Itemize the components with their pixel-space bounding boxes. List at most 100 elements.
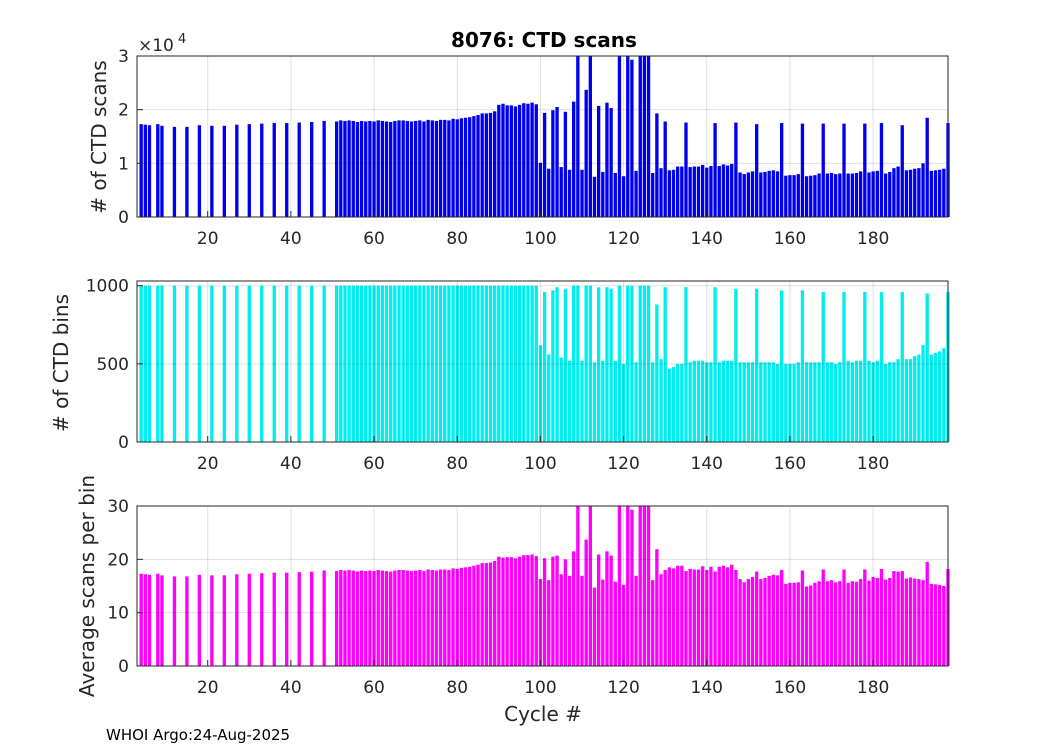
ctd-scans-x-ticks: 20 40 60 80 100 120 140 160 180 [197, 211, 889, 249]
bar-cycle-161 [792, 582, 796, 666]
bar-cycle-155 [767, 170, 771, 217]
bar-cycle-147 [734, 570, 738, 666]
bar-cycle-81 [459, 118, 464, 217]
bar-cycle-53 [343, 285, 347, 442]
bar-cycle-60 [372, 285, 376, 442]
average-scans-x-ticks: 20 40 60 80 100 120 140 160 180 [197, 660, 889, 698]
bar-cycle-136 [688, 362, 692, 442]
bar-cycle-5 [143, 574, 147, 666]
bar-cycle-130 [663, 287, 667, 442]
x-tick-label: 100 [524, 229, 556, 249]
bar-cycle-184 [888, 362, 892, 442]
bar-cycle-154 [763, 362, 767, 442]
bar-cycle-109 [576, 56, 580, 217]
bar-cycle-91 [501, 103, 505, 217]
bar-cycle-186 [896, 571, 900, 666]
bar-cycle-184 [888, 171, 892, 217]
bar-cycle-180 [871, 576, 875, 666]
ctd-bins-y-ticks: 0 500 1000 [86, 277, 143, 453]
bar-cycle-63 [384, 121, 389, 217]
bar-cycle-66 [397, 285, 401, 442]
bar-cycle-195 [933, 170, 938, 217]
bar-cycle-45 [310, 571, 314, 666]
bar-cycle-131 [667, 567, 672, 666]
bar-cycle-80 [455, 119, 459, 217]
bar-cycle-189 [908, 577, 913, 666]
bar-cycle-166 [813, 362, 817, 442]
bar-cycle-191 [917, 354, 921, 442]
bar-cycle-158 [779, 570, 784, 666]
bar-cycle-99 [534, 556, 538, 666]
bar-cycle-66 [397, 570, 401, 666]
bar-cycle-88 [488, 285, 493, 442]
bar-cycle-51 [334, 571, 339, 666]
bar-cycle-121 [626, 506, 630, 666]
bar-cycle-52 [339, 570, 343, 666]
bar-cycle-65 [393, 570, 397, 666]
bar-cycle-145 [725, 360, 730, 442]
bar-cycle-24 [222, 125, 226, 217]
bar-cycle-157 [775, 171, 780, 217]
bar-cycle-106 [563, 288, 568, 442]
bar-cycle-63 [384, 285, 389, 442]
y-tick-label: 0 [118, 433, 129, 453]
bar-cycle-146 [730, 163, 734, 217]
panel-ctd-bins: 0 500 1000 20 40 60 80 100 120 140 160 180 # of CT… [49, 277, 950, 474]
bar-cycle-110 [580, 169, 584, 217]
bar-cycle-70 [413, 120, 418, 217]
bar-cycle-143 [717, 566, 721, 666]
bar-cycle-190 [913, 578, 917, 666]
bar-cycle-12 [172, 126, 177, 217]
x-tick-label: 40 [280, 454, 302, 474]
bar-cycle-9 [160, 285, 164, 442]
bar-cycle-129 [659, 359, 663, 442]
ctd-scans-grid [136, 55, 949, 218]
bar-cycle-177 [859, 360, 863, 442]
bar-cycle-182 [879, 291, 884, 442]
bar-cycle-128 [655, 549, 659, 666]
bar-cycle-153 [759, 362, 763, 442]
y-tick-label: 3 [118, 47, 129, 67]
bar-cycle-149 [742, 582, 746, 666]
y-tick-label: 30 [107, 497, 129, 517]
bar-cycle-109 [576, 506, 580, 666]
bar-cycle-92 [505, 557, 509, 666]
bar-cycle-148 [738, 172, 742, 217]
bar-cycle-180 [871, 362, 875, 442]
bar-cycle-124 [638, 56, 642, 217]
bar-cycle-194 [929, 354, 934, 442]
bar-cycle-74 [430, 120, 434, 217]
bar-cycle-150 [746, 579, 751, 666]
bar-cycle-51 [334, 285, 339, 442]
bar-cycle-89 [493, 111, 497, 217]
bar-cycle-102 [547, 168, 551, 217]
bar-cycle-100 [538, 345, 543, 442]
bar-cycle-172 [838, 581, 842, 666]
bar-cycle-124 [638, 285, 642, 442]
bar-cycle-110 [580, 575, 584, 666]
bar-cycle-81 [459, 285, 464, 442]
axes-frame [136, 55, 949, 218]
bar-cycle-64 [389, 122, 393, 217]
bar-cycle-39 [285, 285, 289, 442]
x-tick-label: 180 [857, 678, 889, 698]
bar-cycle-110 [580, 360, 584, 442]
bar-cycle-197 [942, 168, 946, 217]
bar-cycle-162 [796, 362, 800, 442]
bar-cycle-178 [863, 569, 867, 666]
bar-cycle-73 [426, 285, 430, 442]
bar-cycle-100 [538, 162, 543, 217]
bar-cycle-155 [767, 362, 771, 442]
bar-cycle-75 [434, 570, 439, 666]
bar-cycle-93 [509, 285, 513, 442]
ctd-bins-grid [136, 280, 949, 443]
bar-cycle-95 [517, 556, 522, 666]
bar-cycle-95 [517, 104, 522, 217]
bar-cycle-171 [834, 582, 838, 666]
bar-cycle-151 [750, 362, 755, 442]
bar-cycle-63 [384, 571, 389, 666]
bar-cycle-161 [792, 363, 796, 442]
bar-cycle-12 [172, 285, 177, 442]
bar-cycle-128 [655, 304, 659, 442]
